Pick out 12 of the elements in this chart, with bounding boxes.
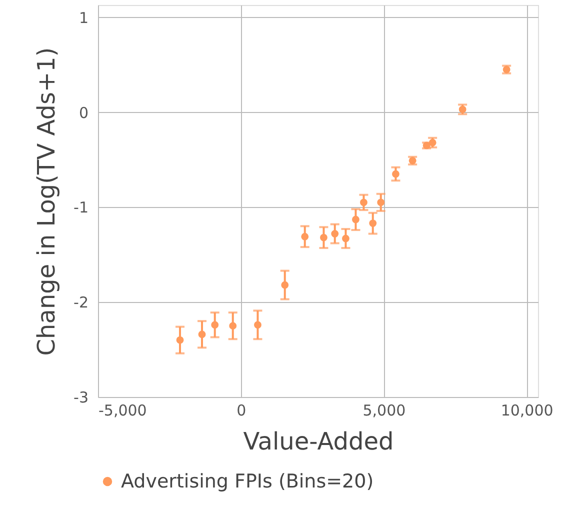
y-tick-label: 0 <box>78 104 88 122</box>
x-tick-label: 10,000 <box>500 402 554 420</box>
y-tick-label: -3 <box>74 388 88 406</box>
y-tick-label: 1 <box>78 8 88 27</box>
legend-label: Advertising FPIs (Bins=20) <box>121 470 374 492</box>
x-axis-title: Value-Added <box>243 428 394 456</box>
y-tick-label: -1 <box>74 198 88 217</box>
x-tick-label: 0 <box>236 402 246 420</box>
y-tick-label: -2 <box>74 294 88 312</box>
x-tick-label: -5,000 <box>98 402 147 420</box>
x-tick-label: 5,000 <box>362 402 406 420</box>
y-axis-title: Change in Log(TV Ads+1) <box>32 47 61 356</box>
